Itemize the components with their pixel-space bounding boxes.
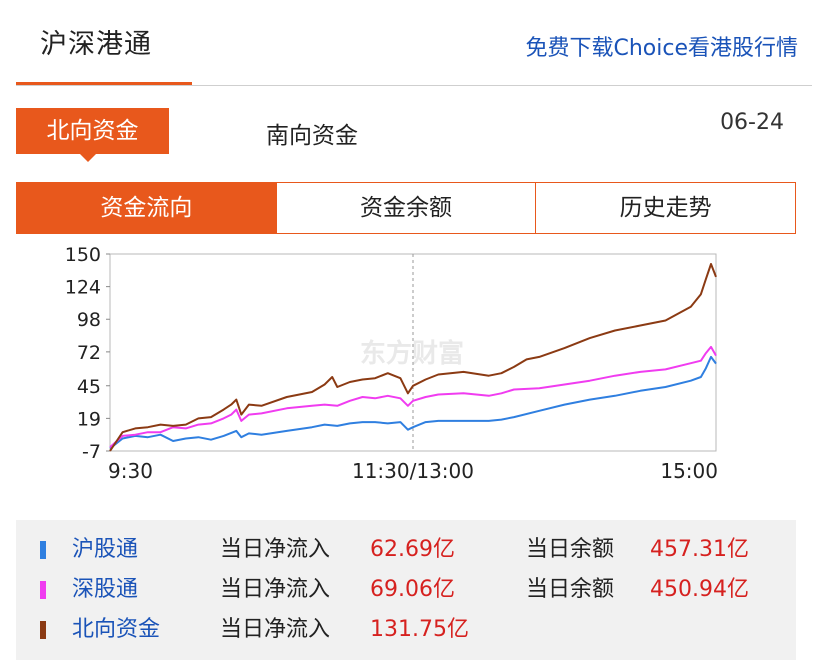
legend-color-swatch [40, 541, 46, 559]
x-tick-label: 9:30 [108, 459, 153, 483]
tab-northbound[interactable]: 北向资金 [16, 108, 169, 154]
y-tick-label: 150 [65, 244, 101, 266]
tab-history-trend[interactable]: 历史走势 [535, 183, 796, 233]
net-inflow-value: 69.06亿 [370, 577, 455, 602]
page-title: 沪深港通 [40, 29, 152, 60]
active-tab-notch [80, 154, 96, 162]
net-inflow-value: 62.69亿 [370, 537, 455, 562]
x-tick-label: 15:00 [660, 459, 718, 483]
legend-row-hgt: 沪股通 当日净流入 62.69亿 当日余额 457.31亿 [16, 530, 796, 570]
tab-southbound[interactable]: 南向资金 [266, 123, 358, 149]
balance-label: 当日余额 [526, 537, 615, 562]
legend-color-swatch [40, 621, 46, 639]
legend-name[interactable]: 沪股通 [72, 537, 139, 562]
series-line-1 [109, 345, 717, 448]
series-line-0 [109, 355, 717, 450]
fund-flow-chart: 东方财富 150 124 98 72 45 19 -7 9:30 11:30/13:00 15:… [65, 244, 718, 483]
y-tick-label: -7 [82, 441, 101, 463]
legend-row-sgt: 深股通 当日净流入 69.06亿 当日余额 450.94亿 [16, 570, 796, 610]
y-tick-label: 124 [65, 277, 101, 299]
download-choice-link[interactable]: 免费下载Choice看港股行情 [525, 36, 798, 61]
net-inflow-label: 当日净流入 [220, 537, 331, 562]
y-tick-label: 72 [77, 342, 101, 364]
balance-label: 当日余额 [526, 577, 615, 602]
balance-value: 450.94亿 [650, 577, 749, 602]
legend-color-swatch [40, 581, 46, 599]
date-label: 06-24 [720, 110, 784, 135]
net-inflow-label: 当日净流入 [220, 617, 331, 642]
net-inflow-value: 131.75亿 [370, 617, 469, 642]
tab-fund-balance[interactable]: 资金余额 [275, 183, 536, 233]
x-tick-label: 11:30/13:00 [352, 459, 474, 483]
y-tick-label: 98 [77, 309, 101, 331]
y-tick-label: 45 [77, 376, 101, 398]
legend-name[interactable]: 深股通 [72, 577, 139, 602]
y-tick-label: 19 [77, 408, 101, 430]
legend-name[interactable]: 北向资金 [72, 617, 161, 642]
legend-panel: 沪股通 当日净流入 62.69亿 当日余额 457.31亿 深股通 当日净流入 … [16, 520, 796, 660]
series-line-2 [109, 263, 717, 452]
balance-value: 457.31亿 [650, 537, 749, 562]
chart-tab-bar: 资金流向 资金余额 历史走势 [16, 182, 796, 234]
tab-fund-flow[interactable]: 资金流向 [17, 183, 276, 233]
watermark: 东方财富 [360, 338, 464, 369]
header-divider [16, 85, 812, 86]
title-underline [16, 82, 192, 86]
watermark-text: 东方财富 [360, 338, 464, 369]
net-inflow-label: 当日净流入 [220, 577, 331, 602]
legend-row-northbound: 北向资金 当日净流入 131.75亿 [16, 610, 796, 650]
